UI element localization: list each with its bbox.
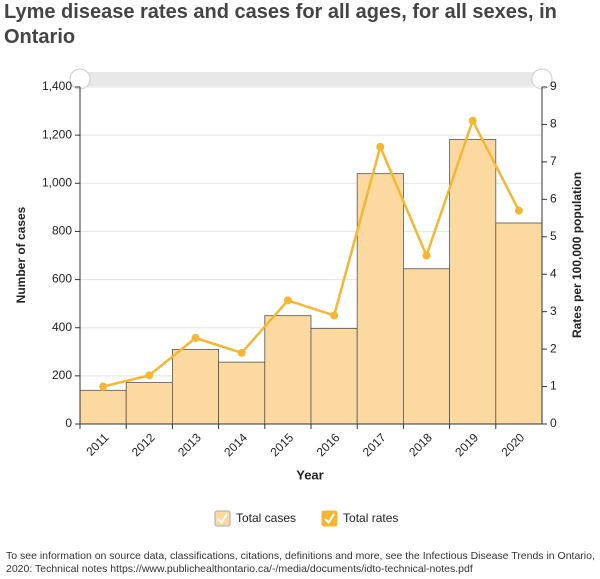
x-tick-label: 2016: [314, 430, 343, 459]
y-tick-label: 1,000: [42, 175, 72, 189]
legend-check: [324, 513, 335, 525]
slider-handle[interactable]: [69, 68, 91, 90]
line: [102, 117, 521, 388]
y2-tick-label: 9: [550, 79, 557, 93]
y-tick-label: 1,400: [42, 79, 72, 93]
point: [376, 142, 385, 151]
point: [422, 251, 431, 260]
bar: [264, 315, 312, 425]
x-tick-label: 2020: [498, 430, 527, 459]
x-tick-label: 2017: [360, 430, 389, 459]
bar: [79, 389, 127, 425]
y-tick-label: 0: [65, 416, 72, 430]
bar: [356, 173, 404, 425]
y2-tick-label: 8: [550, 117, 557, 131]
y-axis-label: Number of cases: [14, 206, 28, 303]
bar: [171, 348, 219, 425]
point: [283, 296, 292, 305]
bars: [79, 139, 543, 425]
y2-tick-label: 5: [550, 229, 557, 243]
bar: [218, 361, 266, 425]
bar: [402, 268, 450, 425]
y2-tick-label: 0: [550, 416, 557, 430]
legend-check: [217, 513, 228, 525]
bar: [310, 328, 358, 425]
x-tick-label: 2019: [452, 430, 481, 459]
legend-swatch: [321, 510, 338, 527]
legend-label: Total cases: [236, 511, 296, 525]
x-tick-label: 2014: [221, 430, 250, 459]
y-tick-label: 400: [52, 320, 72, 334]
x-tick-label: 2013: [175, 430, 204, 459]
y-tick-label: 1,200: [42, 127, 72, 141]
legend-item[interactable]: Total rates: [321, 510, 398, 527]
legend-label: Total rates: [343, 511, 398, 525]
legend-item[interactable]: Total cases: [214, 510, 296, 527]
point: [514, 206, 523, 215]
x-tick-label: 2012: [129, 430, 158, 459]
range-slider[interactable]: [80, 72, 542, 86]
point: [237, 348, 246, 357]
point: [145, 371, 154, 380]
x-tick-label: 2018: [406, 430, 435, 459]
point: [99, 382, 108, 391]
bar: [449, 139, 497, 425]
y2-tick-label: 6: [550, 192, 557, 206]
chart: Year Number of cases Rates per 100,000 p…: [14, 68, 584, 527]
lines: [99, 116, 523, 391]
y2-tick-label: 2: [550, 341, 557, 355]
legend-swatch: [214, 510, 231, 527]
y2-tick-label: 7: [550, 154, 557, 168]
point: [330, 311, 339, 320]
x-tick-label: 2011: [83, 430, 111, 458]
point: [191, 333, 200, 342]
y-tick-label: 600: [52, 272, 72, 286]
y-tick-label: 200: [52, 368, 72, 382]
y2-tick-label: 3: [550, 304, 557, 318]
x-axis-label: Year: [296, 467, 323, 482]
y2-axis-label: Rates per 100,000 population: [570, 172, 584, 338]
y-tick-label: 800: [52, 224, 72, 238]
point: [468, 116, 477, 125]
y2-tick-label: 1: [550, 379, 557, 393]
chart-title: Lyme disease rates and cases for all age…: [4, 1, 557, 48]
bar: [125, 382, 173, 425]
slider-handle[interactable]: [531, 68, 553, 90]
x-tick-label: 2015: [267, 430, 296, 459]
bar: [495, 222, 543, 425]
footnote: To see information on source data, class…: [6, 550, 595, 575]
y2-tick-label: 4: [550, 266, 557, 280]
